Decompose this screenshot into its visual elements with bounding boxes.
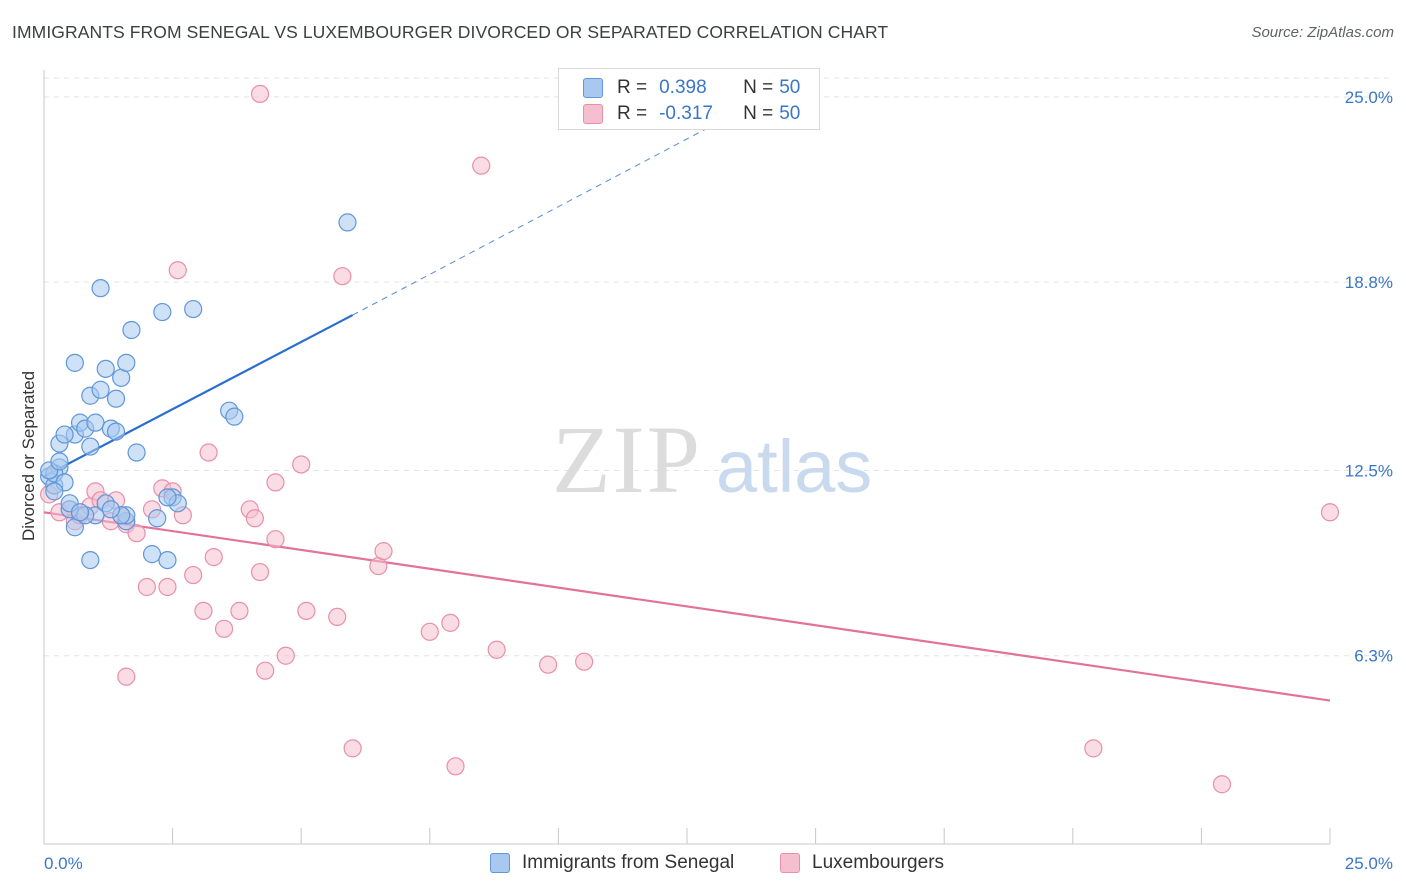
data-points (40, 84, 1340, 794)
point-luxembourger (117, 667, 136, 686)
point-senegal (70, 503, 90, 522)
point-luxembourger (343, 739, 362, 758)
watermark: ZIP atlas (552, 406, 872, 513)
trend-line-luxembourgers (43, 511, 1331, 702)
point-luxembourger (539, 655, 558, 674)
point-senegal (106, 389, 126, 408)
point-senegal (338, 213, 357, 232)
point-luxembourger (266, 530, 285, 549)
point-luxembourger (194, 601, 213, 621)
point-luxembourger (575, 652, 594, 671)
point-senegal (158, 488, 177, 507)
point-senegal (50, 452, 69, 471)
point-luxembourger (168, 261, 187, 280)
point-luxembourger (250, 562, 270, 582)
point-senegal (122, 320, 141, 340)
point-senegal (158, 551, 177, 570)
legend-n-value: 50 (779, 103, 801, 124)
point-luxembourger (446, 757, 465, 776)
point-luxembourger (245, 509, 265, 528)
point-senegal (65, 353, 84, 372)
legend-row-luxembourgers: R = -0.317 N = 50 (583, 102, 800, 126)
point-luxembourger (1320, 503, 1340, 522)
legend-n-label: N = (743, 77, 774, 98)
legend-row-senegal: R = 0.398 N = 50 (583, 76, 800, 100)
point-luxembourger (374, 542, 393, 561)
legend-box: R = 0.398 N = 50 R = -0.317 N = 50 (558, 68, 820, 130)
point-luxembourger (256, 661, 275, 680)
point-senegal (96, 359, 115, 378)
point-senegal (142, 545, 162, 564)
point-luxembourger (230, 601, 249, 621)
point-senegal (106, 422, 126, 441)
x-tick-label: 0.0% (44, 854, 83, 873)
trend-line-senegal-extension (352, 111, 739, 316)
legend-n-label: N = (743, 103, 774, 124)
point-senegal (117, 353, 136, 372)
point-senegal (45, 482, 64, 501)
point-senegal (91, 279, 110, 298)
point-luxembourger (137, 577, 156, 597)
legend-swatch-pink (583, 104, 603, 124)
y-tick-label: 25.0% (1345, 88, 1393, 107)
point-luxembourger (292, 455, 311, 474)
legend-r-label: R = (617, 103, 648, 124)
watermark-zip: ZIP (552, 406, 702, 513)
point-senegal (91, 380, 110, 399)
point-luxembourger (328, 607, 347, 626)
point-senegal (81, 551, 100, 570)
point-luxembourger (158, 577, 177, 597)
point-luxembourger (127, 524, 146, 543)
point-senegal (55, 425, 74, 444)
point-senegal (101, 500, 120, 519)
point-luxembourger (297, 601, 316, 621)
watermark-atlas: atlas (716, 425, 872, 508)
point-luxembourger (250, 84, 270, 104)
bottom-legend-swatch-pink (780, 853, 800, 873)
point-luxembourger (199, 443, 218, 462)
legend-r-label: R = (617, 77, 648, 98)
chart-source: Source: ZipAtlas.com (1251, 24, 1394, 41)
bottom-legend-swatch-blue (490, 853, 510, 873)
y-tick-label: 18.8% (1345, 273, 1393, 292)
point-luxembourger (214, 619, 234, 638)
legend-r-value: -0.317 (659, 103, 713, 124)
point-senegal (148, 509, 167, 528)
tick-labels: 6.3% 12.5% 18.8% 25.0% 0.0% 25.0% (44, 88, 1393, 873)
point-senegal (153, 302, 172, 322)
chart-title: IMMIGRANTS FROM SENEGAL VS LUXEMBOURGER … (12, 22, 889, 42)
point-senegal (81, 437, 100, 456)
y-axis-label: Divorced or Separated (19, 371, 38, 541)
legend-n-value: 50 (779, 77, 801, 98)
y-tick-label: 6.3% (1354, 647, 1393, 666)
bottom-legend-label: Immigrants from Senegal (522, 852, 735, 873)
bottom-legend-label: Luxembourgers (812, 852, 945, 873)
legend-r-value: 0.398 (659, 77, 707, 98)
y-tick-label: 12.5% (1345, 461, 1393, 480)
grid-lines (44, 77, 1394, 657)
bottom-legend-senegal[interactable]: Immigrants from Senegal (490, 852, 734, 874)
point-luxembourger (1084, 739, 1103, 758)
point-senegal (184, 299, 203, 319)
axes (43, 70, 1331, 845)
point-senegal (86, 413, 105, 432)
point-luxembourger (1212, 775, 1232, 794)
x-tick-label: 25.0% (1345, 854, 1393, 873)
legend-swatch-blue (583, 78, 603, 98)
point-luxembourger (333, 267, 352, 286)
point-luxembourger (441, 613, 460, 632)
point-luxembourger (276, 646, 295, 665)
point-luxembourger (266, 473, 285, 492)
point-senegal (225, 407, 244, 426)
point-luxembourger (472, 156, 491, 175)
point-senegal (127, 443, 146, 462)
bottom-legend: Immigrants from Senegal Luxembourgers (0, 852, 1406, 878)
point-luxembourger (184, 565, 203, 585)
point-luxembourger (204, 548, 223, 567)
point-luxembourger (420, 622, 439, 641)
point-luxembourger (487, 640, 506, 659)
bottom-legend-luxembourgers[interactable]: Luxembourgers (780, 852, 944, 874)
